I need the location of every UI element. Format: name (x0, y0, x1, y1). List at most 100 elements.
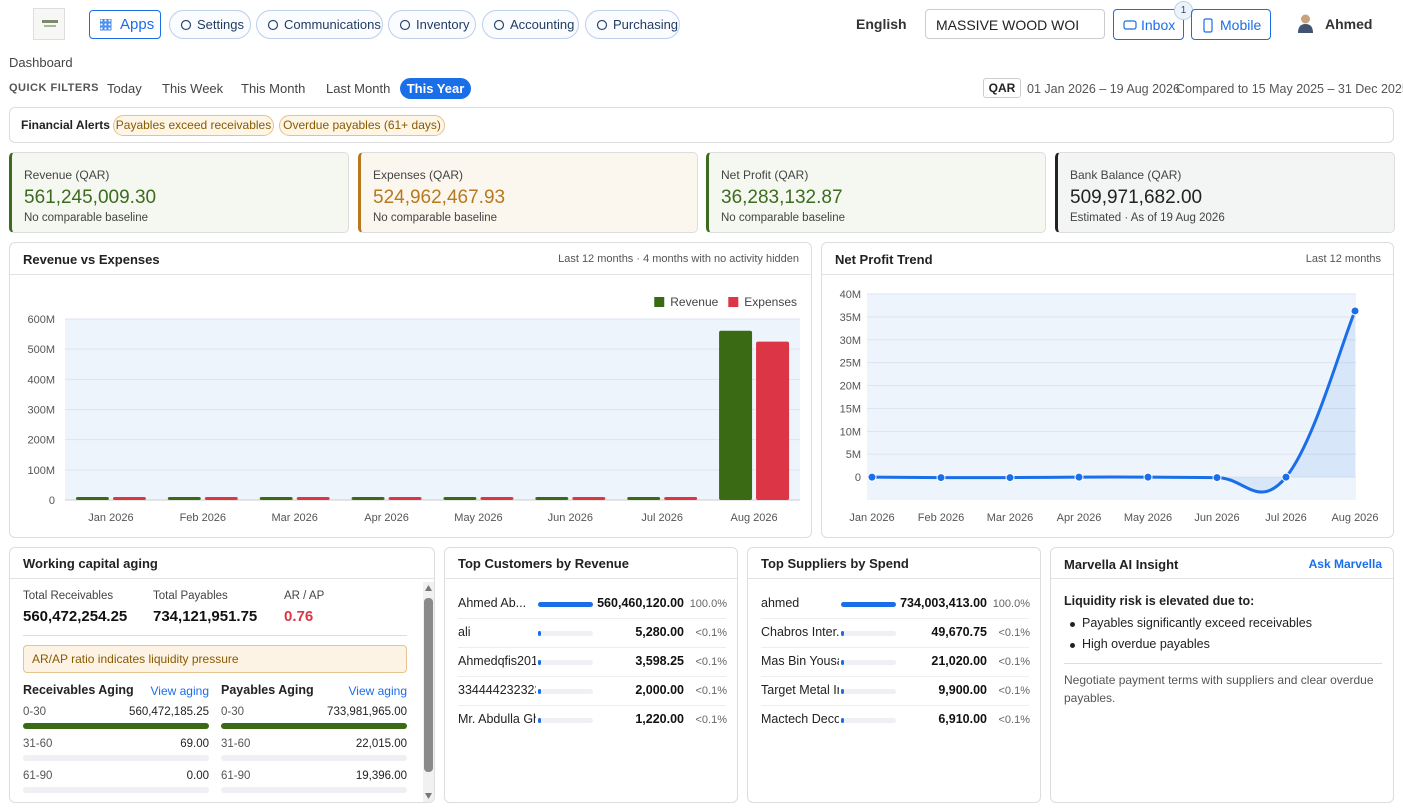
bucket-value: 560,472,185.25 (129, 706, 209, 718)
y-tick-label: 15M (840, 403, 861, 415)
kpi-card: Bank Balance (QAR) 509,971,682.00 Estimate… (1055, 152, 1395, 233)
inbox-button[interactable]: Inbox (1113, 9, 1184, 40)
bucket-value: 69.00 (180, 738, 209, 750)
x-tick-label: Apr 2026 (1057, 512, 1102, 524)
icon-shape (1203, 18, 1213, 33)
bucket-label: 61-90 (23, 770, 53, 782)
alert-pill[interactable]: Overdue payables (61+ days) (279, 115, 445, 136)
panel: Working capital aging Total Receivables 56… (9, 547, 435, 803)
alert-pill[interactable]: Payables exceed receivables (113, 115, 274, 136)
panel: Top Customers by Revenue Ahmed Ab... 560,4… (444, 547, 738, 803)
amount-bar (538, 660, 541, 665)
row-share: <0.1% (695, 627, 728, 639)
kpi-label: Revenue (QAR) (24, 168, 110, 182)
panel-divider (10, 578, 434, 579)
bar (443, 497, 477, 500)
company-input[interactable]: MASSIVE WOOD WOI (925, 9, 1105, 39)
kpi-card: Net Profit (QAR) 36,283,132.87 No comparab… (706, 152, 1046, 233)
kpi-note: No comparable baseline (721, 212, 846, 224)
row-name: ahmed (761, 596, 800, 610)
kpi-value: 561,245,009.30 (24, 187, 157, 208)
row-name: Mr. Abdulla Gh... (458, 712, 536, 726)
filter-option-active[interactable]: This Year (400, 78, 471, 99)
amount-track (841, 718, 896, 723)
row-name: Mas Bin Yousa... (761, 654, 839, 668)
bucket-track (221, 787, 407, 793)
x-tick-label: May 2026 (454, 512, 502, 524)
bar (756, 341, 790, 500)
chart-subtitle: Last 12 months · 4 months with no activi… (558, 253, 799, 265)
row-amount: 3,598.25 (635, 654, 684, 668)
icon (425, 585, 432, 591)
icon (100, 19, 112, 31)
bar (75, 497, 109, 500)
bar (259, 497, 293, 500)
x-tick-label: Aug 2026 (731, 512, 778, 524)
filter-option[interactable]: This Week (162, 81, 224, 96)
y-tick-label: 0 (855, 472, 861, 484)
language[interactable]: English (856, 16, 907, 32)
y-tick-label: 0 (49, 495, 55, 507)
scroll-thumb[interactable] (424, 598, 433, 772)
kpi-card: Expenses (QAR) 524,962,467.93 No comparabl… (358, 152, 698, 233)
menu-pill[interactable]: Accounting (482, 10, 579, 39)
panel-title: Marvella AI Insight (1064, 557, 1179, 572)
row-divider (761, 618, 1029, 619)
period: 01 Jan 2026 – 19 Aug 2026 (1027, 82, 1180, 96)
scrollbar[interactable] (423, 582, 434, 802)
alerts-title: Financial Alerts (21, 118, 110, 132)
filter-option[interactable]: Today (107, 81, 142, 96)
menu-pill[interactable]: Communications (256, 10, 383, 39)
bucket-value: 19,396.00 (355, 770, 407, 782)
y-tick-label: 5M (846, 449, 861, 461)
apps-button[interactable]: Apps (89, 10, 161, 39)
mobile-button[interactable]: Mobile (1191, 9, 1271, 40)
plot-area (867, 294, 1356, 500)
total-label: Total Payables (153, 590, 228, 602)
bucket-label: 61-90 (221, 770, 251, 782)
menu-pill[interactable]: Purchasing (585, 10, 680, 39)
insight-advice: Negotiate payment terms with suppliers a… (1064, 673, 1374, 705)
icon-shape (425, 585, 432, 591)
icon-shape (103, 19, 108, 23)
x-tick-label: Aug 2026 (1331, 512, 1378, 524)
filter-option[interactable]: This Month (241, 81, 306, 96)
icon (180, 19, 192, 31)
kpi-note: Estimated · As of 19 Aug 2026 (1070, 212, 1225, 224)
amount-bar (841, 718, 844, 723)
row-share: <0.1% (998, 627, 1031, 639)
point (867, 472, 877, 482)
x-tick-label: Jan 2026 (88, 512, 133, 524)
menu-label: Settings (197, 17, 244, 32)
row-amount: 6,910.00 (938, 712, 987, 726)
menu-pill[interactable]: Inventory (388, 10, 476, 39)
point (1005, 473, 1015, 483)
icon-shape (596, 19, 608, 31)
y-tick-label: 30M (840, 335, 861, 347)
panel-divider (748, 578, 1040, 579)
ask-link[interactable]: Ask Marvella (1308, 557, 1382, 571)
icon-shape (425, 793, 432, 799)
breadcrumb: Dashboard (9, 55, 73, 70)
amount-track (538, 718, 593, 723)
kpi-value: 509,971,682.00 (1070, 187, 1203, 208)
menu-pill[interactable]: Settings (169, 10, 251, 39)
point (1143, 472, 1153, 482)
row-amount: 560,460,120.00 (597, 596, 684, 610)
separator (23, 635, 407, 636)
amount-bar (538, 718, 541, 723)
filter-option[interactable]: Last Month (326, 81, 391, 96)
icon-shape (399, 19, 411, 31)
bucket-label: 31-60 (221, 738, 251, 750)
bucket-value: 733,981,965.00 (327, 706, 407, 718)
y-tick-label: 400M (27, 374, 55, 386)
y-tick-label: 20M (840, 381, 861, 393)
icon-shape (100, 26, 104, 31)
icon-shape (107, 26, 112, 31)
user-name[interactable]: Ahmed (1325, 16, 1373, 32)
bar (664, 497, 698, 500)
aging-link[interactable]: View aging (348, 684, 408, 698)
aging-link[interactable]: View aging (150, 684, 210, 698)
row-amount: 734,003,413.00 (900, 596, 987, 610)
